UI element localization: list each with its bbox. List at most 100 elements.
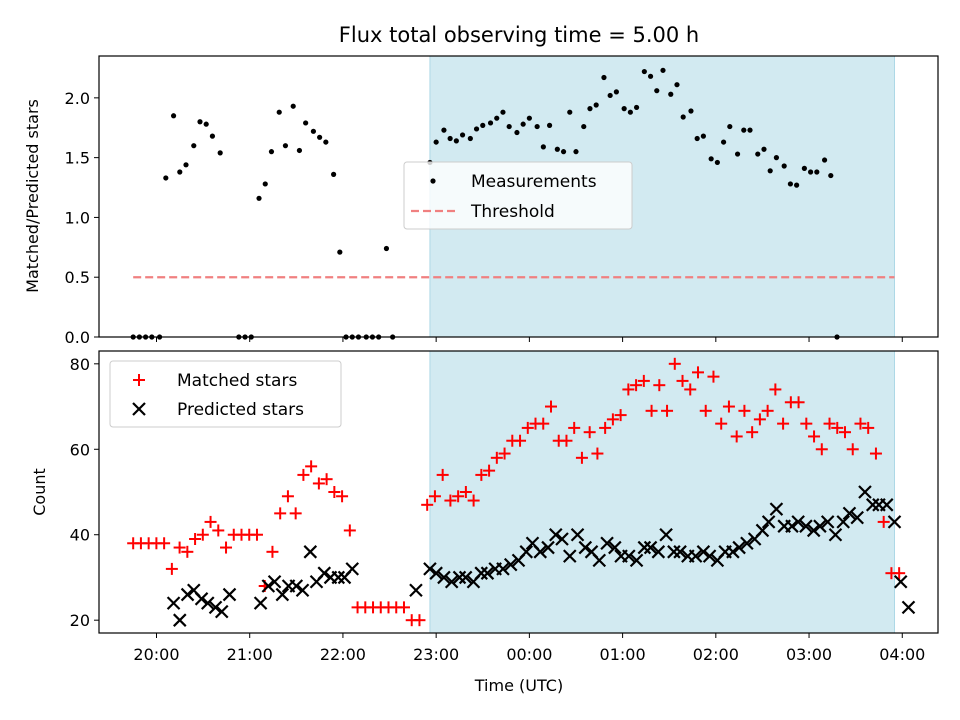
matched-star-marker bbox=[281, 490, 294, 503]
predicted-star-marker-b bbox=[267, 574, 282, 589]
predicted-star-marker-b bbox=[409, 583, 423, 598]
predicted-star-marker-b bbox=[761, 515, 776, 529]
matched-star-marker bbox=[467, 494, 480, 507]
predicted-star-marker bbox=[345, 562, 360, 576]
matched-star-marker bbox=[274, 507, 287, 520]
predicted-star-marker bbox=[893, 574, 908, 589]
measurement-point bbox=[660, 67, 666, 73]
predicted-star-marker bbox=[222, 587, 237, 602]
top-legend-box bbox=[403, 161, 633, 230]
legend-threshold-label: Threshold bbox=[470, 202, 555, 222]
matched-star-marker bbox=[320, 473, 333, 486]
measurement-point bbox=[500, 109, 506, 115]
matched-star-marker bbox=[722, 400, 735, 413]
matched-star-marker bbox=[715, 417, 728, 430]
predicted-star-marker-b bbox=[503, 557, 518, 572]
measurement-point bbox=[573, 149, 579, 155]
bottom-y-tick-label: 40 bbox=[70, 526, 90, 545]
matched-star-marker bbox=[838, 426, 851, 439]
measurement-point bbox=[714, 159, 720, 166]
matched-star-marker bbox=[846, 443, 859, 456]
matched-star-marker bbox=[738, 404, 751, 417]
measurement-point bbox=[290, 103, 296, 109]
measurement-point bbox=[654, 88, 660, 94]
predicted-star-marker bbox=[444, 574, 459, 589]
predicted-star-marker-b bbox=[643, 540, 658, 555]
matched-star-marker bbox=[753, 413, 766, 426]
measurement-point bbox=[773, 155, 780, 161]
predicted-star-marker bbox=[429, 566, 443, 580]
predicted-star-marker-b bbox=[533, 545, 548, 559]
matched-star-marker bbox=[568, 421, 581, 434]
matched-star-marker bbox=[575, 451, 588, 464]
matched-star-marker bbox=[266, 545, 279, 558]
predicted-star-marker bbox=[480, 566, 495, 580]
matched-stars-points bbox=[127, 357, 906, 627]
measurement-point bbox=[383, 245, 390, 252]
matched-star-marker bbox=[212, 524, 225, 537]
matched-star-marker bbox=[800, 417, 813, 430]
predicted-star-marker-b bbox=[637, 540, 652, 555]
measurement-point bbox=[256, 195, 262, 201]
measurement-point bbox=[807, 169, 814, 175]
measurement-point bbox=[647, 73, 654, 79]
predicted-star-marker-b bbox=[214, 604, 229, 619]
matched-star-marker bbox=[668, 357, 681, 370]
bottom-axes-frame bbox=[98, 350, 939, 634]
top-y-tick-label: 1.0 bbox=[65, 208, 90, 227]
matched-star-marker bbox=[653, 379, 666, 392]
predicted-star-marker-b bbox=[519, 545, 534, 559]
measurement-point bbox=[303, 120, 309, 126]
measurement-point bbox=[317, 134, 323, 140]
matched-star-marker bbox=[490, 451, 503, 464]
legend-matched-marker bbox=[133, 374, 145, 386]
predicted-star-marker bbox=[688, 549, 703, 563]
predicted-star-marker-b bbox=[600, 536, 614, 551]
predicted-star-marker-b bbox=[850, 510, 864, 525]
matched-star-marker bbox=[204, 515, 217, 528]
matched-star-marker bbox=[436, 468, 449, 481]
predicted-star-marker-b bbox=[429, 566, 443, 580]
matched-star-marker bbox=[777, 417, 790, 430]
predicted-star-marker bbox=[740, 536, 754, 551]
observing-span-shade-bottom bbox=[429, 350, 895, 634]
predicted-star-marker-b bbox=[696, 545, 711, 559]
predicted-star-marker bbox=[673, 545, 687, 559]
measurement-point bbox=[708, 156, 714, 162]
predicted-star-marker bbox=[702, 549, 717, 563]
measurement-point bbox=[801, 165, 807, 171]
measurement-point bbox=[593, 102, 599, 108]
predicted-star-marker bbox=[253, 596, 268, 610]
predicted-star-marker bbox=[317, 566, 332, 580]
predicted-star-marker bbox=[755, 523, 770, 538]
matched-star-marker bbox=[746, 426, 759, 439]
predicted-star-marker-b bbox=[423, 562, 437, 576]
matched-star-marker bbox=[583, 426, 596, 439]
measurement-point bbox=[163, 175, 169, 181]
predicted-star-marker bbox=[295, 583, 310, 598]
predicted-star-marker bbox=[578, 540, 593, 555]
predicted-star-marker-b bbox=[253, 596, 268, 610]
predicted-star-marker-b bbox=[769, 502, 784, 516]
matched-star-marker bbox=[699, 404, 712, 417]
measurement-point bbox=[607, 92, 613, 99]
matched-star-marker bbox=[614, 409, 627, 422]
predicted-star-marker bbox=[879, 498, 894, 512]
predicted-star-marker bbox=[555, 532, 569, 546]
bottom-x-tick-label: 20:00 bbox=[133, 645, 179, 664]
predicted-star-marker bbox=[214, 604, 229, 619]
predicted-star-marker-b bbox=[452, 570, 467, 585]
measurement-points bbox=[130, 67, 840, 340]
predicted-star-marker-b bbox=[570, 527, 585, 542]
predicted-star-marker bbox=[194, 592, 209, 606]
matched-star-marker bbox=[452, 490, 465, 503]
predicted-star-marker-b bbox=[608, 540, 622, 555]
matched-star-marker bbox=[854, 417, 867, 430]
predicted-star-marker bbox=[828, 527, 843, 542]
matched-star-marker bbox=[606, 413, 619, 426]
predicted-star-marker-b bbox=[480, 566, 495, 580]
predicted-star-marker bbox=[180, 587, 195, 602]
matched-star-marker bbox=[312, 477, 325, 490]
predicted-star-marker-b bbox=[289, 579, 304, 593]
